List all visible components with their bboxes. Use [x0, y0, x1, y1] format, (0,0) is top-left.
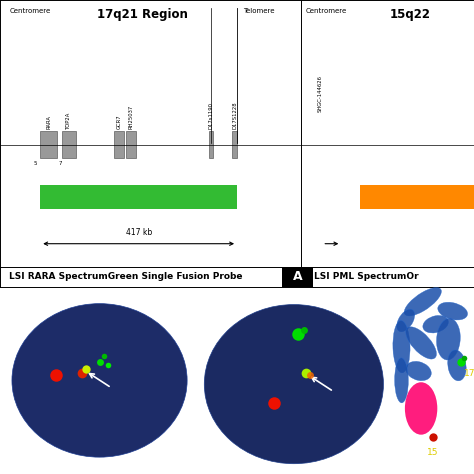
- Text: C: C: [202, 450, 211, 463]
- Bar: [209, 131, 213, 158]
- Text: Telomere: Telomere: [243, 8, 274, 14]
- Text: A: A: [293, 270, 302, 283]
- Ellipse shape: [397, 309, 415, 332]
- Text: 15: 15: [427, 448, 439, 457]
- Text: 17: 17: [464, 369, 474, 378]
- Ellipse shape: [437, 319, 460, 360]
- Ellipse shape: [393, 320, 410, 373]
- Text: 15q22: 15q22: [390, 8, 430, 21]
- Ellipse shape: [204, 305, 383, 464]
- Bar: [232, 131, 237, 158]
- Text: Centromere: Centromere: [306, 8, 347, 14]
- Bar: [40, 185, 237, 209]
- Ellipse shape: [406, 327, 437, 359]
- Bar: [126, 131, 136, 158]
- Bar: [114, 131, 124, 158]
- Text: LSI RARA SpectrumGreen Single Fusion Probe: LSI RARA SpectrumGreen Single Fusion Pro…: [9, 273, 243, 281]
- Ellipse shape: [395, 358, 408, 403]
- Text: 7: 7: [59, 161, 63, 166]
- Text: 17q21 Region: 17q21 Region: [97, 8, 188, 21]
- Text: D17s1190: D17s1190: [209, 101, 213, 128]
- Text: 417 kb: 417 kb: [126, 228, 152, 237]
- Text: 5: 5: [34, 161, 37, 166]
- Text: D17S1228: D17S1228: [232, 101, 237, 128]
- Text: SHGC-144626: SHGC-144626: [318, 75, 322, 112]
- Text: LSI PML SpectrumOr: LSI PML SpectrumOr: [314, 273, 419, 281]
- Bar: [62, 131, 76, 158]
- Text: TOP2A: TOP2A: [66, 111, 71, 128]
- Ellipse shape: [448, 350, 466, 381]
- Text: d: d: [393, 456, 401, 466]
- Ellipse shape: [423, 316, 448, 333]
- Text: GCR7: GCR7: [117, 114, 121, 128]
- Text: Centromere: Centromere: [9, 8, 51, 14]
- Text: B: B: [8, 450, 18, 463]
- Ellipse shape: [406, 361, 431, 381]
- Bar: [40, 131, 57, 158]
- Ellipse shape: [405, 382, 438, 435]
- Bar: [360, 185, 474, 209]
- Ellipse shape: [438, 302, 467, 320]
- Text: RARA: RARA: [46, 115, 51, 128]
- Ellipse shape: [12, 304, 187, 457]
- Bar: [282, 267, 313, 287]
- Text: RH25037: RH25037: [128, 104, 133, 128]
- Ellipse shape: [404, 288, 441, 316]
